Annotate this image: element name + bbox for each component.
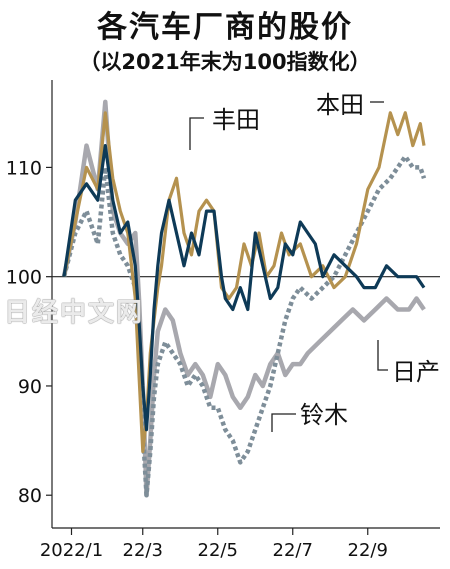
chart-title: 各汽车厂商的股价 [97, 10, 353, 45]
label-leader-铃木 [271, 413, 296, 432]
series-lines [61, 99, 427, 498]
series-label-本田: 本田 [316, 91, 364, 119]
label-leader-日产 [377, 340, 388, 371]
series-label-日产: 日产 [392, 358, 440, 386]
chart-subtitle: （以2021年末为100指数化） [79, 50, 371, 74]
series-line-铃木 [61, 154, 427, 498]
series-label-丰田: 丰田 [212, 106, 260, 134]
series-line-本田 [62, 111, 426, 454]
series-label-铃木: 铃木 [300, 401, 348, 429]
x-tick-label: 22/5 [198, 540, 238, 561]
y-tick-label: 100 [6, 267, 42, 289]
x-tick-label: 22/9 [348, 540, 388, 561]
watermark: 日经中文网 [4, 298, 145, 328]
axes: 80 90 100 110 2022/1 22/3 22/5 22/7 22/9 [6, 80, 440, 561]
x-tick-label: 2022/1 [40, 540, 103, 561]
x-tick-label: 22/3 [123, 540, 163, 561]
label-leader-丰田 [189, 117, 204, 150]
y-tick-label: 110 [6, 157, 42, 179]
x-tick-label: 22/7 [273, 540, 313, 561]
y-tick-label: 90 [18, 376, 42, 398]
y-tick-label: 80 [18, 485, 42, 507]
series-line-丰田 [62, 144, 426, 432]
